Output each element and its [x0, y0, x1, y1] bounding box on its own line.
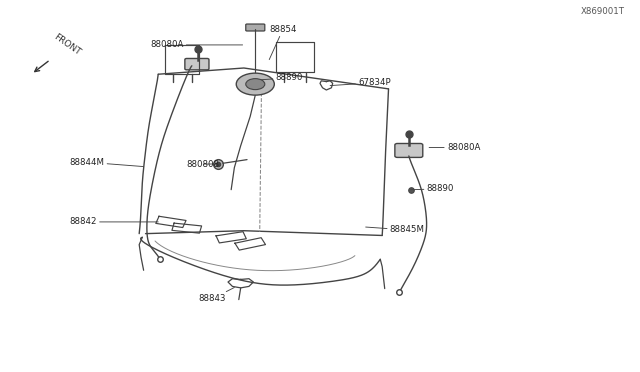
Text: X869001T: X869001T	[580, 7, 625, 16]
Text: 88843: 88843	[198, 288, 234, 303]
Text: 67834P: 67834P	[330, 78, 390, 87]
Text: 88842: 88842	[69, 217, 158, 227]
Text: FRONT: FRONT	[52, 32, 83, 57]
FancyBboxPatch shape	[185, 58, 209, 70]
Text: 88845M: 88845M	[365, 225, 425, 234]
Text: 88890: 88890	[261, 73, 303, 83]
Text: 88080A: 88080A	[429, 143, 480, 152]
FancyBboxPatch shape	[395, 144, 423, 157]
Text: 88854: 88854	[269, 25, 297, 60]
Text: 88844M: 88844M	[69, 158, 143, 167]
Text: 880808: 880808	[187, 160, 220, 169]
FancyBboxPatch shape	[246, 75, 260, 80]
FancyBboxPatch shape	[246, 24, 265, 31]
Text: 88080A: 88080A	[150, 41, 243, 49]
Text: 88890: 88890	[411, 185, 454, 193]
Circle shape	[246, 78, 265, 90]
Circle shape	[236, 73, 275, 95]
